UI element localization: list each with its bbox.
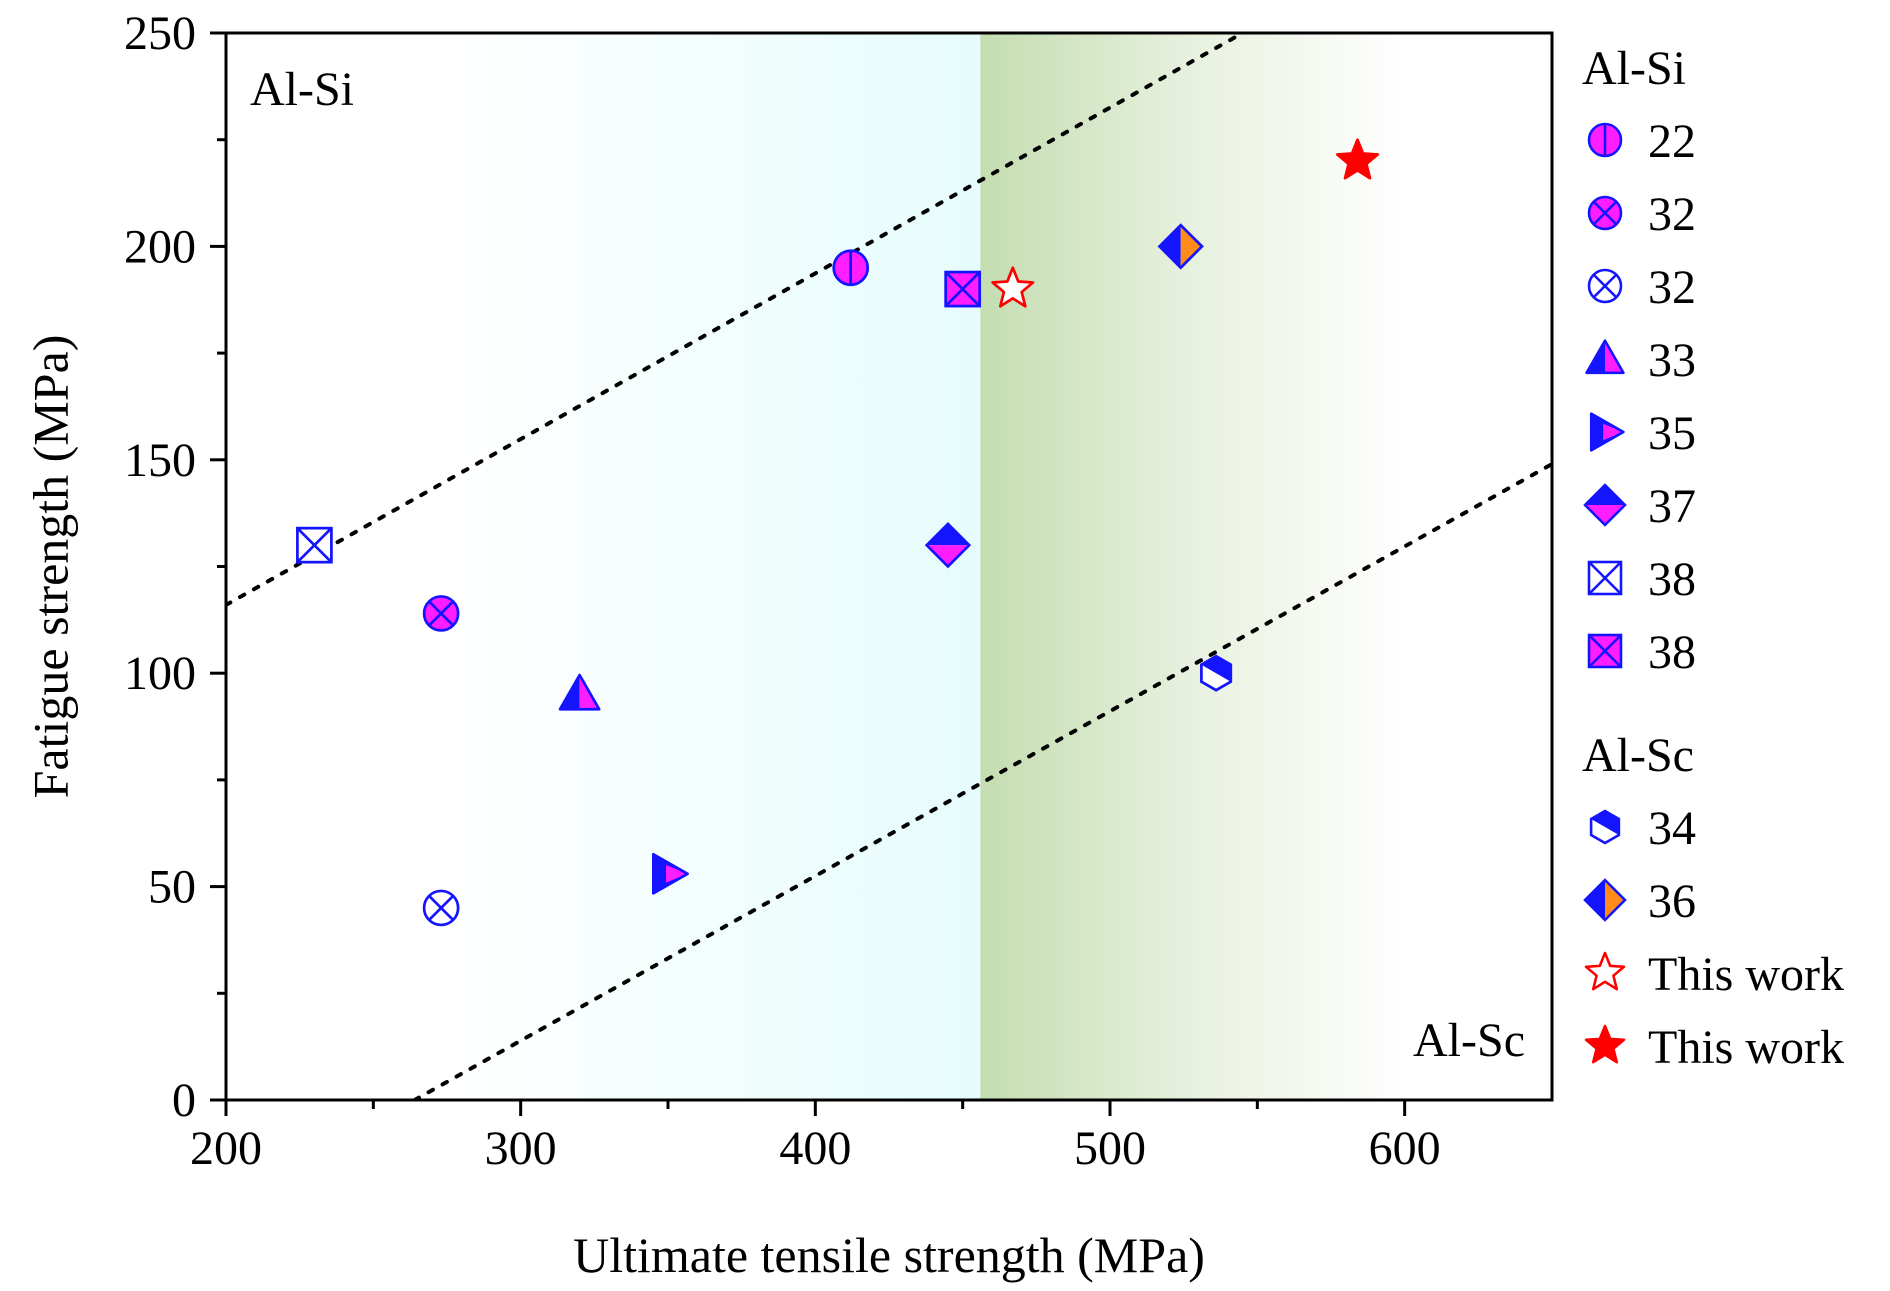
data-point-10-0 (991, 266, 1035, 308)
x-tick-label-3: 500 (1074, 1122, 1146, 1175)
data-point-9-0 (1157, 223, 1204, 270)
x-tick-label-4: 600 (1369, 1122, 1441, 1175)
legend-label-10: This work (1648, 948, 1844, 1001)
legend-marker-9 (1583, 878, 1627, 922)
data-point-7-0 (944, 270, 982, 308)
legend-label-4: 35 (1648, 407, 1696, 460)
legend-marker-5 (1583, 483, 1627, 527)
region-label-al-sc: Al-Sc (1413, 1014, 1525, 1067)
legend-label-7: 38 (1648, 626, 1696, 679)
data-point-2-0 (422, 889, 460, 927)
legend-entry-10: This work (1584, 948, 1844, 1001)
legend-entry-2: 32 (1587, 261, 1696, 314)
legend-group-title-1: Al-Sc (1582, 729, 1694, 782)
y-tick-label-0: 0 (172, 1074, 196, 1127)
legend-label-9: 36 (1648, 875, 1696, 928)
trend-lines (226, 33, 1552, 1100)
legend-entry-6: 38 (1587, 553, 1696, 606)
legend-label-11: This work (1648, 1021, 1844, 1074)
legend-entry-4: 35 (1589, 407, 1696, 460)
x-tick-label-1: 300 (485, 1122, 557, 1175)
x-axis-label: Ultimate tensile strength (MPa) (573, 1227, 1205, 1283)
legend-marker-0 (1587, 122, 1623, 158)
legend-marker-2 (1587, 268, 1623, 304)
trend-line-0 (226, 33, 1245, 607)
legend-group-title-0: Al-Si (1582, 42, 1686, 95)
shaded-region-1 (980, 33, 1405, 1100)
region-label-al-si: Al-Si (250, 63, 354, 116)
data-markers (296, 138, 1380, 927)
data-point-1-0 (422, 595, 460, 632)
legend-label-8: 34 (1648, 802, 1696, 855)
legend: Al-Si 22 32 32 33 35 37 38 38 Al-Sc 34 36 This work T… (1582, 42, 1844, 1074)
x-tick-label-0: 200 (190, 1122, 262, 1175)
legend-marker-4 (1589, 412, 1625, 452)
legend-entry-11: This work (1584, 1021, 1844, 1074)
legend-marker-6 (1587, 560, 1623, 596)
legend-entry-7: 38 (1587, 626, 1696, 679)
data-point-5-0 (924, 521, 972, 569)
legend-marker-7 (1587, 633, 1623, 669)
legend-label-6: 38 (1648, 553, 1696, 606)
data-point-11-0 (1335, 138, 1380, 180)
legend-marker-10 (1584, 951, 1626, 991)
axes: 200 300 400 500 600 0 50 100 150 200 250 (124, 7, 1554, 1175)
plot-background (226, 33, 1405, 1100)
shaded-region-0 (226, 33, 981, 1100)
y-tick-label-3: 150 (124, 434, 196, 487)
data-point-4-0 (651, 852, 689, 895)
legend-entry-3: 33 (1585, 334, 1696, 387)
y-tick-label-2: 100 (124, 647, 196, 700)
legend-marker-8 (1589, 809, 1621, 845)
data-point-3-0 (558, 673, 601, 711)
legend-label-1: 32 (1648, 188, 1696, 241)
legend-entry-0: 22 (1587, 115, 1696, 168)
x-tick-label-2: 400 (779, 1122, 851, 1175)
legend-label-3: 33 (1648, 334, 1696, 387)
data-point-8-0 (1200, 654, 1233, 692)
legend-marker-11 (1584, 1024, 1626, 1064)
y-tick-label-4: 200 (124, 220, 196, 273)
legend-marker-3 (1585, 339, 1625, 375)
legend-label-0: 22 (1648, 115, 1696, 168)
legend-entry-5: 37 (1583, 480, 1696, 533)
legend-label-2: 32 (1648, 261, 1696, 314)
y-tick-label-5: 250 (124, 7, 196, 60)
data-point-0-0 (832, 249, 870, 287)
y-tick-label-1: 50 (148, 861, 196, 914)
legend-entry-9: 36 (1583, 875, 1696, 928)
legend-label-5: 37 (1648, 480, 1696, 533)
data-point-6-0 (296, 526, 333, 564)
legend-entry-8: 34 (1589, 802, 1696, 855)
legend-entry-1: 32 (1587, 188, 1696, 241)
y-axis-label: Fatigue strength (MPa) (23, 335, 79, 799)
legend-marker-1 (1587, 195, 1623, 231)
